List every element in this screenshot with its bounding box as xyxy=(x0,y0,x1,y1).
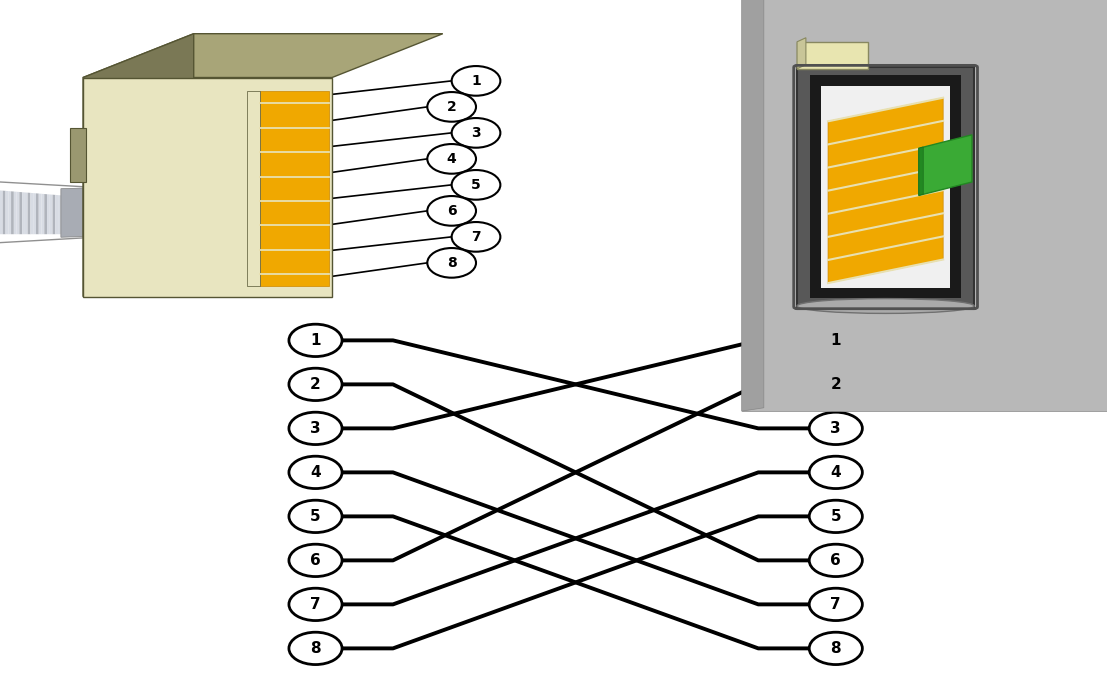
Circle shape xyxy=(809,412,862,445)
Text: 7: 7 xyxy=(310,597,321,612)
Text: 4: 4 xyxy=(830,465,841,480)
Polygon shape xyxy=(24,192,28,235)
Polygon shape xyxy=(83,34,443,78)
Circle shape xyxy=(809,324,862,357)
Circle shape xyxy=(289,632,342,665)
Text: 3: 3 xyxy=(310,421,321,436)
Text: 3: 3 xyxy=(472,126,480,140)
Text: 4: 4 xyxy=(447,152,456,166)
Ellipse shape xyxy=(797,299,974,313)
Text: 1: 1 xyxy=(830,333,841,348)
Polygon shape xyxy=(61,188,83,237)
Polygon shape xyxy=(810,75,961,298)
Polygon shape xyxy=(0,190,2,234)
Text: 7: 7 xyxy=(830,597,841,612)
Polygon shape xyxy=(58,195,61,235)
Polygon shape xyxy=(797,67,974,307)
Polygon shape xyxy=(69,196,72,234)
Polygon shape xyxy=(77,197,80,235)
Text: 5: 5 xyxy=(472,178,480,192)
Polygon shape xyxy=(52,195,55,234)
Polygon shape xyxy=(247,91,260,286)
Polygon shape xyxy=(39,193,41,234)
Polygon shape xyxy=(80,197,83,234)
Polygon shape xyxy=(6,191,9,234)
Circle shape xyxy=(427,196,476,226)
Circle shape xyxy=(809,544,862,576)
Polygon shape xyxy=(742,0,1107,411)
Circle shape xyxy=(289,588,342,621)
Text: 5: 5 xyxy=(830,509,841,524)
Polygon shape xyxy=(9,191,11,235)
Polygon shape xyxy=(70,128,86,182)
Text: 6: 6 xyxy=(830,553,841,568)
Text: 8: 8 xyxy=(447,256,456,270)
Text: 2: 2 xyxy=(447,100,456,114)
Polygon shape xyxy=(260,91,329,286)
Polygon shape xyxy=(828,98,943,283)
Circle shape xyxy=(809,588,862,621)
Polygon shape xyxy=(44,194,46,235)
Polygon shape xyxy=(83,78,332,297)
Circle shape xyxy=(809,500,862,532)
Circle shape xyxy=(427,144,476,174)
Polygon shape xyxy=(13,191,17,234)
Circle shape xyxy=(289,412,342,445)
Polygon shape xyxy=(83,34,194,297)
Circle shape xyxy=(452,222,500,251)
Polygon shape xyxy=(11,191,13,235)
Text: 5: 5 xyxy=(310,509,321,524)
Text: 6: 6 xyxy=(447,204,456,218)
Circle shape xyxy=(809,456,862,489)
Text: 2: 2 xyxy=(830,377,841,392)
Polygon shape xyxy=(797,38,806,69)
Polygon shape xyxy=(55,195,58,234)
Polygon shape xyxy=(61,195,64,235)
Polygon shape xyxy=(19,192,22,234)
Circle shape xyxy=(427,248,476,278)
Text: 6: 6 xyxy=(310,553,321,568)
Polygon shape xyxy=(742,0,764,411)
Circle shape xyxy=(289,500,342,532)
Circle shape xyxy=(809,368,862,400)
Polygon shape xyxy=(30,193,33,234)
Polygon shape xyxy=(2,191,6,234)
Circle shape xyxy=(289,544,342,576)
Polygon shape xyxy=(28,193,30,235)
Text: 7: 7 xyxy=(472,230,480,244)
Text: 4: 4 xyxy=(310,465,321,480)
Circle shape xyxy=(427,92,476,122)
Polygon shape xyxy=(64,195,66,234)
Polygon shape xyxy=(22,192,24,234)
Circle shape xyxy=(289,324,342,357)
Polygon shape xyxy=(919,135,972,195)
Polygon shape xyxy=(75,196,77,235)
Text: 8: 8 xyxy=(830,641,841,656)
Polygon shape xyxy=(17,191,19,234)
Text: 1: 1 xyxy=(310,333,321,348)
Circle shape xyxy=(289,456,342,489)
Polygon shape xyxy=(50,194,52,234)
Polygon shape xyxy=(33,193,35,234)
Text: 1: 1 xyxy=(472,74,480,88)
Text: 8: 8 xyxy=(310,641,321,656)
Polygon shape xyxy=(41,193,44,235)
Polygon shape xyxy=(821,86,950,288)
Text: 3: 3 xyxy=(830,421,841,436)
Polygon shape xyxy=(35,193,39,234)
Polygon shape xyxy=(797,42,868,69)
Polygon shape xyxy=(919,147,923,195)
Circle shape xyxy=(452,118,500,148)
Polygon shape xyxy=(46,194,50,234)
Circle shape xyxy=(289,368,342,400)
Circle shape xyxy=(452,66,500,96)
Polygon shape xyxy=(72,196,75,234)
Circle shape xyxy=(452,170,500,200)
Circle shape xyxy=(809,632,862,665)
Polygon shape xyxy=(66,195,69,234)
Text: 2: 2 xyxy=(310,377,321,392)
